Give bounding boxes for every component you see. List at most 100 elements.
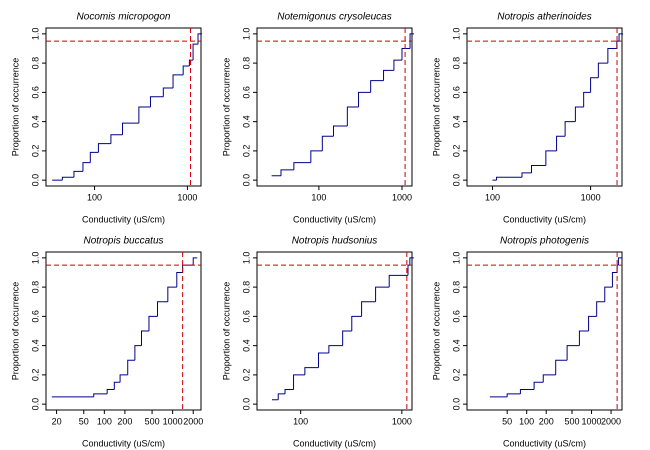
- x-tick-label: 1000: [582, 416, 602, 426]
- step-segment: [122, 122, 139, 135]
- step-segment: [89, 151, 99, 163]
- x-tick-label: 200: [539, 416, 554, 426]
- y-tick-label: 0.8: [30, 57, 40, 70]
- y-tick-label: 0.2: [30, 145, 40, 158]
- x-tick-label: 100: [311, 192, 326, 202]
- step-segment: [97, 143, 111, 153]
- plot-box: [45, 251, 202, 411]
- step-segment: [618, 33, 624, 42]
- x-tick-label: 1000: [581, 192, 601, 202]
- x-tick-label: 20: [52, 416, 62, 426]
- step-segment: [556, 135, 566, 151]
- step-segment: [533, 381, 544, 390]
- step-segment: [545, 150, 557, 166]
- x-tick-label: 500: [145, 416, 160, 426]
- x-tick-label: 200: [117, 416, 132, 426]
- y-axis-label: Proportion of occurrence: [221, 58, 231, 157]
- panel-title: Notropis atherinoides: [497, 12, 592, 23]
- x-tick-label: 100: [519, 416, 534, 426]
- step-segment: [82, 162, 91, 172]
- step-segment: [361, 301, 376, 317]
- y-tick-label: 0.0: [30, 398, 40, 411]
- step-segment: [375, 286, 390, 302]
- y-tick-label: 0.6: [30, 310, 40, 323]
- y-tick-label: 0.2: [241, 369, 251, 382]
- y-axis-label: Proportion of occurrence: [10, 282, 20, 381]
- y-tick-label: 0.4: [241, 115, 251, 128]
- step-segment: [304, 367, 319, 375]
- x-axis-label: Conductivity (uS/cm): [293, 438, 376, 448]
- y-tick-label: 0.0: [451, 398, 461, 411]
- step-segment: [604, 286, 613, 302]
- y-tick-label: 0.4: [30, 339, 40, 352]
- y-tick-label: 0.0: [241, 398, 251, 411]
- x-tick-label: 1000: [177, 192, 197, 202]
- step-segment: [617, 257, 623, 266]
- y-axis-label: Proportion of occurrence: [431, 282, 441, 381]
- step-segment: [172, 74, 184, 88]
- step-segment: [127, 359, 135, 375]
- step-segment: [590, 77, 599, 93]
- step-segment: [156, 301, 168, 317]
- step-segment: [73, 170, 83, 178]
- panel-title: Notemigonus crysoleucas: [277, 12, 392, 23]
- x-tick-label: 1000: [163, 416, 183, 426]
- y-tick-label: 0.8: [30, 281, 40, 294]
- step-segment: [328, 345, 343, 353]
- y-tick-label: 0.8: [451, 281, 461, 294]
- y-tick-label: 1.0: [30, 28, 40, 41]
- y-tick-label: 0.8: [241, 57, 251, 70]
- y-tick-label: 0.6: [241, 310, 251, 323]
- step-segment: [566, 345, 580, 361]
- panel-title: Notropis hudsonius: [292, 236, 378, 247]
- y-axis-label: Proportion of occurrence: [221, 282, 231, 381]
- y-tick-label: 0.0: [30, 174, 40, 187]
- step-segment: [280, 169, 294, 176]
- step-segment: [506, 393, 521, 397]
- step-segment: [346, 106, 359, 127]
- x-tick-label: 50: [79, 416, 89, 426]
- x-tick-label: 100: [97, 416, 112, 426]
- step-segment: [409, 257, 414, 266]
- step-segment: [182, 264, 194, 273]
- y-tick-label: 1.0: [451, 28, 461, 41]
- step-segment: [588, 315, 597, 331]
- y-tick-label: 0.8: [241, 281, 251, 294]
- step-segment: [293, 162, 311, 170]
- x-axis-label: Conductivity (uS/cm): [503, 214, 586, 224]
- y-tick-label: 1.0: [30, 252, 40, 265]
- step-segment: [578, 330, 589, 346]
- step-segment: [342, 330, 352, 346]
- step-segment: [358, 91, 371, 107]
- y-tick-label: 0.2: [30, 369, 40, 382]
- x-tick-label: 2000: [183, 416, 203, 426]
- y-tick-label: 0.6: [30, 86, 40, 99]
- step-segment: [162, 87, 174, 97]
- y-tick-label: 0.4: [241, 339, 251, 352]
- step-segment: [519, 389, 535, 394]
- x-tick-label: 1000: [392, 416, 412, 426]
- step-segment: [148, 315, 158, 331]
- step-segment: [317, 352, 329, 368]
- step-segment: [321, 135, 334, 151]
- step-segment: [176, 271, 183, 288]
- step-segment: [383, 69, 394, 81]
- y-tick-label: 1.0: [241, 252, 251, 265]
- step-segment: [141, 330, 149, 346]
- y-tick-label: 1.0: [241, 28, 251, 41]
- x-tick-label: 1000: [392, 192, 412, 202]
- step-segment: [93, 393, 108, 397]
- step-segment: [333, 125, 348, 137]
- step-segment: [192, 43, 199, 61]
- step-segment: [182, 65, 190, 75]
- y-tick-label: 1.0: [451, 252, 461, 265]
- step-segment: [192, 257, 198, 266]
- step-segment: [293, 374, 305, 390]
- plot-box: [45, 27, 202, 187]
- step-segment: [351, 315, 362, 331]
- step-segment: [167, 286, 177, 302]
- plot-box: [466, 27, 623, 187]
- step-segment: [138, 106, 151, 124]
- step-segment: [583, 91, 591, 107]
